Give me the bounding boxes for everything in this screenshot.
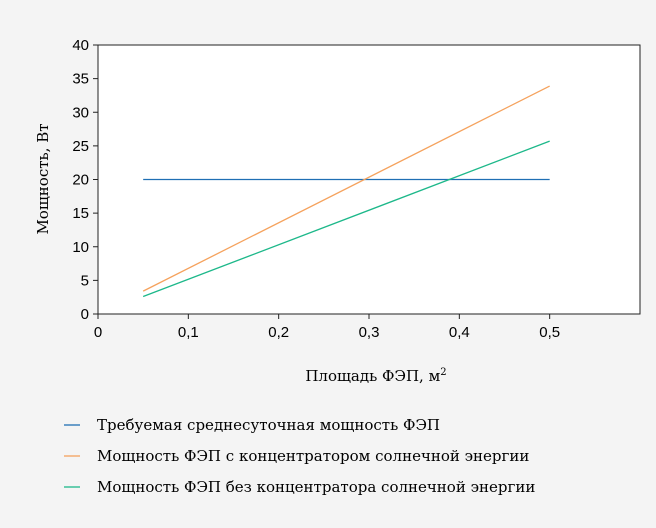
legend-item: Мощность ФЭП с концентратором солнечной … <box>64 447 529 465</box>
y-tick-label: 30 <box>72 104 89 121</box>
y-tick-label: 0 <box>81 306 89 323</box>
legend-label: Мощность ФЭП с концентратором солнечной … <box>97 447 529 465</box>
y-tick-label: 25 <box>72 138 89 155</box>
series-layer <box>142 85 550 298</box>
y-tick-label: 10 <box>72 239 89 256</box>
y-tick-label: 15 <box>72 205 89 222</box>
legend: Требуемая среднесуточная мощность ФЭП Мощ… <box>64 416 535 496</box>
legend-label: Требуемая среднесуточная мощность ФЭП <box>97 416 440 434</box>
x-tick-label: 0,4 <box>449 324 470 341</box>
y-tick-label: 20 <box>72 172 89 189</box>
series-line-3 <box>142 140 550 298</box>
y-tick-label: 35 <box>72 71 89 88</box>
x-tick-label: 0 <box>94 324 102 341</box>
legend-label: Мощность ФЭП без концентратора солнечной… <box>97 478 535 496</box>
x-tick-label: 0,3 <box>359 324 380 341</box>
legend-item: Мощность ФЭП без концентратора солнечной… <box>64 478 535 496</box>
x-axis-title: Площадь ФЭП, м2 <box>305 367 446 385</box>
x-tick-label: 0,1 <box>178 324 199 341</box>
y-tick-label: 40 <box>72 37 89 54</box>
series-line-2 <box>142 85 550 292</box>
x-tick-label: 0,5 <box>539 324 560 341</box>
legend-item: Требуемая среднесуточная мощность ФЭП <box>64 416 440 434</box>
y-tick-label: 5 <box>81 272 89 289</box>
y-axis-title: Мощность, Вт <box>34 123 52 234</box>
x-tick-label: 0,2 <box>268 324 289 341</box>
axes: 0 5 10 15 20 25 30 35 40 0 0,1 0,2 0,3 0,4 0,5 <box>72 37 641 341</box>
